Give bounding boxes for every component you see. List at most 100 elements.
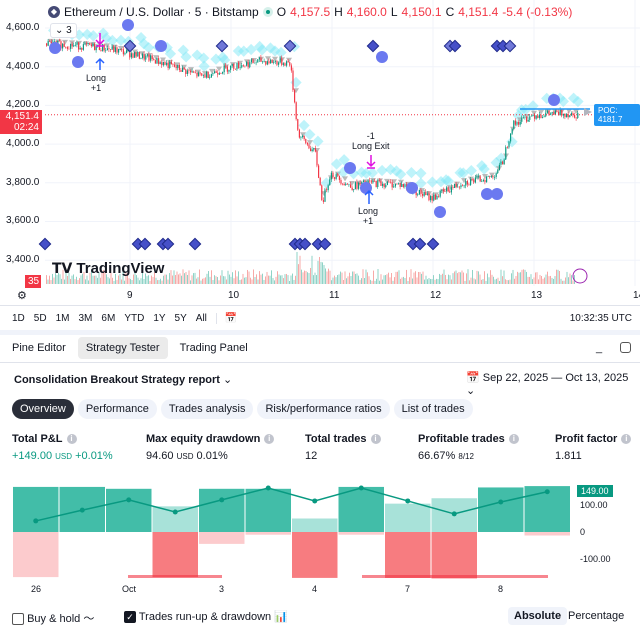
signal-diamond <box>283 39 297 53</box>
volume-bar <box>293 279 295 284</box>
tab-trading-panel[interactable]: Trading Panel <box>179 342 248 354</box>
volume-bar <box>530 274 532 284</box>
buy-hold-checkbox[interactable] <box>12 613 24 626</box>
candle-body <box>542 117 544 119</box>
volume-bar <box>299 255 301 284</box>
volume-bar <box>568 277 569 284</box>
volume-bar <box>127 273 128 284</box>
range-all[interactable]: All <box>195 313 207 324</box>
candle-body <box>351 187 353 191</box>
candle-body <box>574 114 576 118</box>
band-marker <box>510 126 516 132</box>
volume-bar <box>283 278 284 284</box>
volume-bar <box>469 280 470 284</box>
candle-body <box>330 172 332 180</box>
band-marker <box>153 55 159 61</box>
candle-body <box>401 184 403 187</box>
candle-body <box>382 183 384 186</box>
candle-body <box>374 180 376 182</box>
volume-bar <box>220 275 221 284</box>
band-marker <box>312 135 324 147</box>
date-range-selector[interactable]: 📅 Sep 22, 2025 — Oct 13, 2025 ⌄ <box>466 372 629 397</box>
candle-body <box>217 72 219 75</box>
report-title-dropdown[interactable]: Consolidation Breakout Strategy report ⌄ <box>14 374 233 386</box>
price-chart[interactable] <box>0 0 640 286</box>
volume-bar <box>82 273 83 284</box>
candle-body <box>249 62 251 68</box>
volume-bar <box>295 275 296 284</box>
volume-bar <box>316 275 317 284</box>
tab-performance[interactable]: Performance <box>77 399 157 419</box>
signal-diamond <box>38 237 52 251</box>
absolute-button[interactable]: Absolute <box>508 607 568 625</box>
volume-bar <box>185 271 187 284</box>
maximize-icon[interactable] <box>620 342 631 353</box>
candle-body <box>321 185 323 201</box>
candle-body <box>561 109 563 116</box>
range-ytd[interactable]: YTD <box>124 313 145 324</box>
volume-bar <box>173 270 175 284</box>
volume-bar <box>418 271 419 284</box>
indicator-collapse-button[interactable]: ⌄ 3 <box>50 23 77 38</box>
minimize-icon[interactable]: _ <box>596 342 603 354</box>
volume-bar <box>526 271 527 284</box>
candle-body <box>265 60 267 65</box>
candle-body <box>345 183 347 186</box>
candle-body <box>90 44 92 47</box>
candle-body <box>167 62 169 69</box>
chevron-down-icon: ⌄ <box>466 385 476 397</box>
range-1m[interactable]: 1M <box>55 313 70 324</box>
candle-body <box>487 176 489 177</box>
band-marker <box>115 34 127 46</box>
entry-arrow-icon <box>364 189 374 204</box>
volume-bar <box>521 269 523 284</box>
range-6m[interactable]: 6M <box>101 313 116 324</box>
volume-bar <box>331 280 332 284</box>
volume-bar <box>427 279 428 284</box>
settings-gear-icon[interactable]: ⚙ <box>17 290 27 302</box>
range-5y[interactable]: 5Y <box>174 313 187 324</box>
candle-body <box>532 115 534 116</box>
candle-body <box>289 62 291 66</box>
tab-overview[interactable]: Overview <box>12 399 74 419</box>
volume-bar <box>329 270 331 284</box>
signal-diamond <box>161 237 175 251</box>
volume-bar <box>338 274 340 284</box>
runup-drawdown-toggle[interactable]: ✓ Trades run-up & drawdown 📊 <box>124 610 288 624</box>
buy-hold-toggle[interactable]: Buy & hold 〜 <box>12 610 94 626</box>
runup-drawdown-checkbox[interactable]: ✓ <box>124 611 136 624</box>
tab-strategy-tester[interactable]: Strategy Tester <box>77 337 168 359</box>
candle-body <box>279 58 281 63</box>
info-icon: i <box>264 434 275 444</box>
volume-bar <box>49 275 50 284</box>
range-3m[interactable]: 3M <box>78 313 93 324</box>
candle-body <box>302 135 304 137</box>
volume-bar <box>170 270 172 284</box>
range-1d[interactable]: 1D <box>12 313 25 324</box>
volume-bar <box>179 273 181 284</box>
volume-bar <box>424 279 425 284</box>
volume-bar <box>391 273 392 284</box>
volume-bar <box>122 270 124 284</box>
signal-circle <box>548 94 560 106</box>
range-1y[interactable]: 1Y <box>153 313 166 324</box>
volume-bar <box>485 280 487 284</box>
percentage-button[interactable]: Percentage <box>568 610 625 622</box>
volume-bar <box>209 276 211 284</box>
candle-body <box>297 119 299 130</box>
symbol-title[interactable]: Ethereum / U.S. Dollar · 5 · Bitstamp <box>64 5 259 19</box>
volume-bar <box>556 269 557 284</box>
candle-body <box>164 62 166 65</box>
candle-body <box>332 172 334 178</box>
range-5d[interactable]: 5D <box>33 313 47 324</box>
go-to-date-calendar-icon[interactable]: 📅 <box>215 313 237 324</box>
candle-body <box>367 180 369 184</box>
tab-risk-performance-ratios[interactable]: Risk/performance ratios <box>257 399 390 419</box>
volume-bar <box>287 275 289 284</box>
tab-list-of-trades[interactable]: List of trades <box>393 399 473 419</box>
volume-bar <box>344 271 346 284</box>
candle-body <box>559 109 561 116</box>
volume-bar <box>400 278 401 284</box>
tab-trades-analysis[interactable]: Trades analysis <box>160 399 254 419</box>
tab-pine-editor[interactable]: Pine Editor <box>12 342 66 354</box>
